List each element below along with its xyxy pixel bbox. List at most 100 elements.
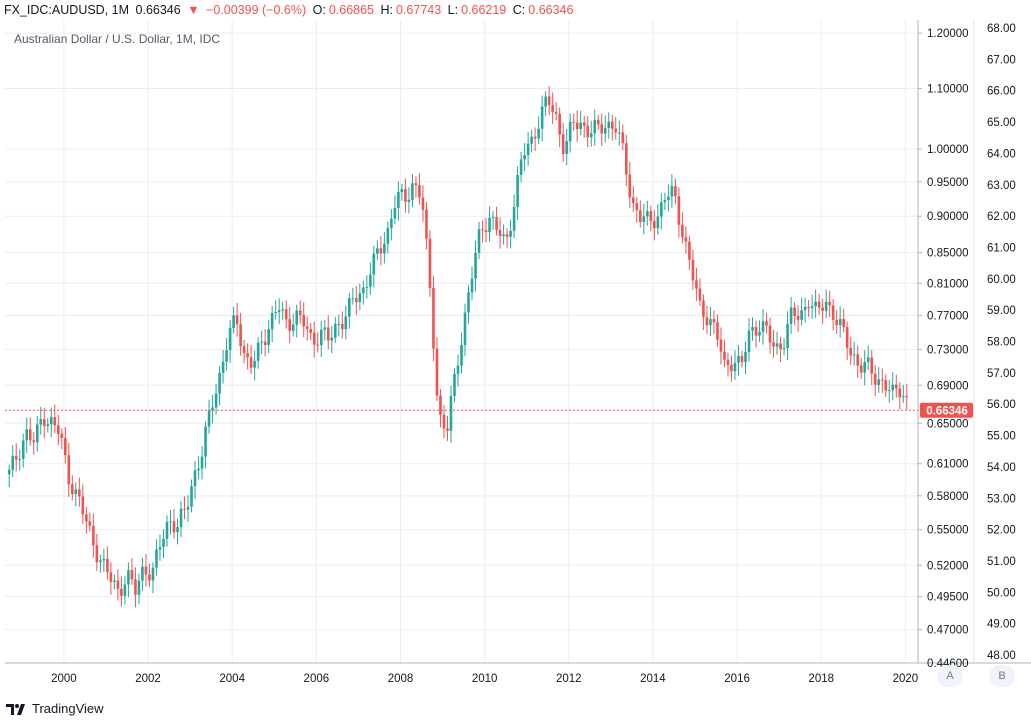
candle-body [558, 113, 561, 135]
candle-body [600, 124, 604, 134]
open-label: O: [312, 3, 326, 17]
candle-body [253, 360, 256, 368]
candle-body [193, 470, 197, 487]
candle-body [323, 327, 327, 330]
candle-body [537, 128, 540, 139]
candle-body [667, 196, 670, 201]
candle-body [684, 237, 688, 242]
candle-body [561, 134, 565, 154]
candle-body [663, 200, 667, 203]
candle-body [386, 228, 390, 244]
candle-body [596, 120, 600, 125]
candle-body [516, 174, 519, 208]
right-scale-tick-label: 62.00 [987, 211, 1016, 223]
price-chart[interactable]: Australian Dollar / U.S. Dollar, 1M, IDC… [0, 0, 1031, 697]
candle-body [60, 433, 64, 439]
price-tick-label: 0.90000 [927, 211, 969, 223]
candle-body [165, 521, 169, 539]
candle-body [512, 207, 516, 231]
right-scale-tick-label: 58.00 [987, 337, 1016, 349]
candle-body [53, 417, 57, 426]
tradingview-brand-text: TradingView [32, 701, 104, 716]
candle-body [852, 354, 856, 356]
last-price-tag-text: 0.66346 [926, 405, 968, 417]
price-tick-label: 0.69000 [927, 380, 969, 392]
time-axis[interactable]: 2000 2002 2004 2006 2008 2010 2012 2014 2016 2018… [51, 673, 918, 685]
price-tick-label: 0.73000 [927, 344, 969, 356]
candle-body [246, 353, 249, 358]
auto-scale-a-button[interactable]: A [937, 665, 963, 687]
candle-body [565, 141, 568, 154]
candle-body [705, 317, 709, 326]
candle-body [190, 486, 193, 507]
candle-body [137, 580, 141, 595]
candle-body [372, 253, 376, 275]
candle-body [281, 309, 284, 311]
candle-body [232, 315, 235, 329]
candle-body [35, 424, 39, 443]
candle-body [109, 572, 113, 582]
candle-body [709, 319, 712, 326]
candle-body [144, 566, 148, 575]
time-tick-label: 2012 [556, 673, 582, 685]
tradingview-logo-icon[interactable] [6, 702, 26, 716]
candle-body [355, 298, 358, 303]
candle-body [18, 458, 22, 460]
symbol-name[interactable]: FX_IDC:AUDUSD, 1M [4, 3, 130, 17]
price-axis-left[interactable]: 1.20000 1.10000 1.00000 0.95000 0.90000 0.850… [918, 28, 969, 670]
candle-body [477, 229, 481, 253]
last-price-tag: 0.66346 [920, 402, 973, 418]
candle-body [186, 506, 190, 510]
candle-body [691, 259, 695, 281]
candle-body [674, 186, 677, 197]
right-scale-tick-label: 66.00 [987, 86, 1016, 98]
candle-body [288, 319, 291, 331]
candle-body [326, 327, 330, 341]
candle-body [747, 330, 751, 352]
candle-body [295, 310, 299, 325]
candle-body [106, 558, 109, 573]
price-tick-label: 0.77000 [927, 310, 969, 322]
right-scale-tick-label: 48.00 [987, 650, 1016, 662]
candle-body [863, 362, 867, 373]
candle-body [348, 298, 351, 317]
candles [7, 86, 909, 608]
candle-body [835, 319, 838, 326]
price-tick-label: 0.81000 [927, 278, 969, 290]
time-tick-label: 2004 [219, 673, 245, 685]
candle-body [204, 426, 207, 457]
candle-body [411, 183, 414, 200]
candle-body [56, 425, 60, 434]
price-tick-label: 0.47000 [927, 625, 969, 637]
candle-body [141, 566, 144, 581]
candle-body [302, 315, 306, 327]
candle-body [730, 364, 733, 372]
right-scale-tick-label: 60.00 [987, 274, 1016, 286]
candle-body [800, 310, 803, 320]
candle-body [891, 384, 895, 391]
auto-scale-b-button[interactable]: B [989, 665, 1015, 687]
candle-body [698, 288, 702, 301]
right-scale-tick-label: 59.00 [987, 305, 1016, 317]
right-scale-tick-label: 51.00 [987, 556, 1016, 568]
candle-body [25, 429, 29, 441]
candle-body [702, 300, 705, 318]
price-axis-right[interactable]: 68.00 67.00 66.00 65.00 64.00 63.00 62.00 61.00… [987, 23, 1016, 662]
candle-body [589, 133, 593, 138]
candle-body [379, 248, 383, 254]
candle-body [551, 105, 554, 112]
candle-body [765, 321, 768, 326]
candle-body [134, 579, 137, 595]
right-scale-tick-label: 55.00 [987, 431, 1016, 443]
candle-body [130, 570, 134, 580]
candle-body [277, 310, 281, 313]
candle-body [782, 347, 786, 350]
price-tick-label: 1.00000 [927, 144, 969, 156]
candle-body [21, 440, 25, 459]
candle-body [456, 365, 460, 374]
candle-body [298, 310, 302, 316]
candle-body [905, 396, 909, 398]
candle-body [397, 192, 400, 208]
candle-body [526, 143, 530, 156]
candle-body [849, 347, 852, 356]
